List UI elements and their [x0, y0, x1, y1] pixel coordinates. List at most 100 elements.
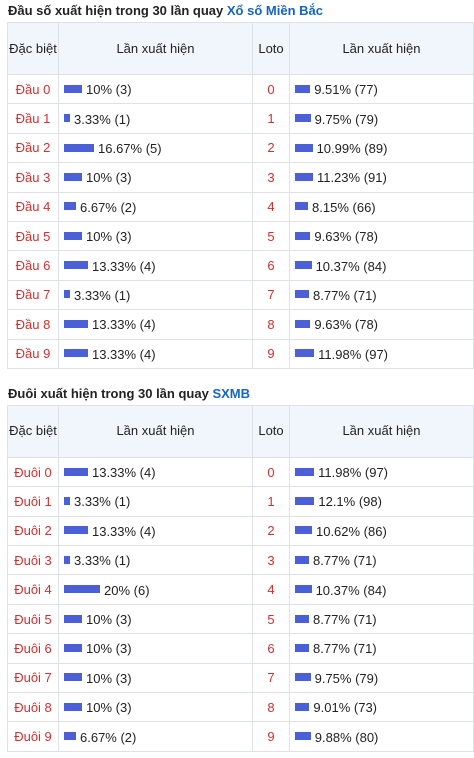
loto-occurrence-text: 11.23% (91): [316, 170, 387, 186]
section-title-brand-link[interactable]: SXMB: [212, 385, 250, 401]
loto-occurrence-bar: [295, 349, 315, 358]
table-row: Đuôi 0 13.33% (4) 0 11.98% (97): [7, 456, 474, 488]
table-row: Đầu 7 3.33% (1) 7 8.77% (71): [7, 279, 474, 311]
loto-occurrence-text: 10.62% (86): [315, 523, 387, 539]
loto-occurrence-cell: 9.63% (78): [289, 309, 474, 340]
loto-occurrence-cell: 9.63% (78): [289, 220, 474, 252]
occurrence-text: 10% (3): [86, 229, 132, 245]
occurrence-bar: [64, 349, 88, 358]
occurrence-text: 3.33% (1): [73, 287, 131, 303]
table-row: Đuôi 8 10% (3) 8 9.01% (73): [7, 692, 474, 723]
row-label: Đuôi 6: [7, 633, 59, 664]
table-row: Đuôi 3 3.33% (1) 3 8.77% (71): [7, 545, 474, 576]
section-title-text: Đuôi xuất hiện trong 30 lần quay: [8, 385, 209, 401]
table-row: Đuôi 1 3.33% (1) 1 12.1% (98): [7, 486, 474, 517]
loto-occurrence-bar: [295, 261, 312, 270]
occurrence-bar: [64, 319, 88, 328]
loto-number: 9: [252, 338, 290, 369]
table-row: Đầu 6 13.33% (4) 6 10.37% (84): [7, 250, 474, 281]
occurrence-cell: 10% (3): [58, 73, 253, 105]
row-label: Đuôi 1: [7, 486, 59, 517]
occurrence-bar: [64, 585, 100, 594]
loto-occurrence-text: 9.63% (78): [314, 229, 378, 245]
occurrence-text: 10% (3): [86, 170, 132, 186]
occurrence-text: 16.67% (5): [98, 141, 162, 156]
loto-occurrence-text: 10.37% (84): [315, 582, 387, 598]
loto-occurrence-text: 8.77% (71): [313, 287, 377, 303]
loto-occurrence-cell: 10.62% (86): [289, 515, 474, 547]
occurrence-bar: [64, 614, 82, 623]
header-loto: Loto: [252, 22, 290, 75]
row-label: Đầu 9: [7, 338, 59, 369]
loto-occurrence-cell: 10.37% (84): [289, 574, 474, 605]
row-label: Đầu 8: [7, 309, 59, 340]
header-loto-occurrence: Lần xuất hiện: [289, 22, 474, 75]
occurrence-cell: 3.33% (1): [58, 486, 253, 517]
loto-occurrence-cell: 8.77% (71): [289, 279, 474, 311]
loto-occurrence-bar: [295, 732, 311, 741]
occurrence-bar: [64, 261, 88, 270]
loto-occurrence-cell: 9.88% (80): [289, 721, 474, 752]
occurrence-text: 10% (3): [86, 700, 132, 716]
loto-occurrence-bar: [295, 114, 311, 123]
occurrence-bar: [64, 231, 82, 240]
occurrence-bar: [64, 84, 82, 93]
table-row: Đầu 0 10% (3) 0 9.51% (77): [7, 73, 474, 105]
occurrence-cell: 20% (6): [58, 574, 253, 605]
occurrence-bar: [64, 497, 70, 506]
occurrence-text: 10% (3): [86, 82, 132, 98]
section-title-duoi: Đuôi xuất hiện trong 30 lần quay SXMB: [0, 383, 474, 405]
loto-occurrence-cell: 11.23% (91): [289, 162, 474, 193]
occurrence-bar: [64, 673, 82, 682]
occurrence-cell: 13.33% (4): [58, 250, 253, 281]
occurrence-bar: [64, 732, 76, 741]
occurrence-cell: 13.33% (4): [58, 309, 253, 340]
row-label: Đầu 4: [7, 191, 59, 222]
occurrence-text: 3.33% (1): [73, 553, 131, 569]
loto-occurrence-text: 9.75% (79): [314, 111, 379, 127]
row-label: Đầu 6: [7, 250, 59, 281]
occurrence-cell: 10% (3): [58, 162, 253, 193]
loto-occurrence-cell: 12.1% (98): [289, 486, 474, 517]
loto-number: 1: [252, 486, 290, 517]
table-row: Đầu 1 3.33% (1) 1 9.75% (79): [7, 103, 474, 134]
section-dau: Đầu số xuất hiện trong 30 lần quay Xổ số…: [0, 0, 474, 369]
loto-occurrence-bar: [295, 555, 310, 564]
loto-occurrence-cell: 9.75% (79): [289, 103, 474, 134]
header-special: Đặc biệt: [7, 22, 59, 75]
section-title-brand-link[interactable]: Xổ số Miền Bắc: [226, 3, 323, 18]
row-label: Đuôi 2: [7, 515, 59, 547]
row-label: Đuôi 4: [7, 574, 59, 605]
loto-occurrence-text: 9.75% (79): [314, 670, 379, 686]
loto-number: 3: [252, 545, 290, 576]
occurrence-cell: 10% (3): [58, 220, 253, 252]
loto-number: 8: [252, 692, 290, 723]
loto-number: 6: [252, 633, 290, 664]
loto-occurrence-bar: [295, 585, 312, 594]
table-row: Đầu 3 10% (3) 3 11.23% (91): [7, 162, 474, 193]
row-label: Đuôi 0: [7, 456, 59, 488]
occurrence-cell: 6.67% (2): [58, 721, 253, 752]
table-header-row: Đặc biệt Lần xuất hiện Loto Lần xuất hiệ…: [7, 404, 474, 458]
occurrence-cell: 3.33% (1): [58, 279, 253, 311]
loto-number: 9: [252, 721, 290, 752]
stats-table-dau: Đặc biệt Lần xuất hiện Loto Lần xuất hiệ…: [7, 22, 474, 369]
loto-occurrence-bar: [295, 172, 313, 181]
loto-number: 1: [252, 103, 290, 134]
loto-occurrence-text: 8.77% (71): [313, 553, 377, 569]
occurrence-cell: 10% (3): [58, 662, 253, 694]
loto-number: 7: [252, 279, 290, 311]
table-row: Đuôi 5 10% (3) 5 8.77% (71): [7, 603, 474, 635]
occurrence-bar: [64, 702, 82, 711]
loto-occurrence-text: 12.1% (98): [318, 494, 382, 510]
loto-occurrence-cell: 9.01% (73): [289, 692, 474, 723]
loto-occurrence-text: 8.77% (71): [313, 641, 377, 657]
loto-occurrence-bar: [295, 290, 310, 299]
table-body: Đuôi 0 13.33% (4) 0 11.98% (97) Đuôi 1 3.33% …: [7, 456, 474, 752]
loto-number: 8: [252, 309, 290, 340]
loto-occurrence-cell: 8.77% (71): [289, 603, 474, 635]
row-label: Đuôi 9: [7, 721, 59, 752]
loto-occurrence-bar: [295, 84, 311, 93]
stats-table-duoi: Đặc biệt Lần xuất hiện Loto Lần xuất hiệ…: [7, 404, 474, 752]
section-title-dau: Đầu số xuất hiện trong 30 lần quay Xổ số…: [0, 0, 474, 22]
